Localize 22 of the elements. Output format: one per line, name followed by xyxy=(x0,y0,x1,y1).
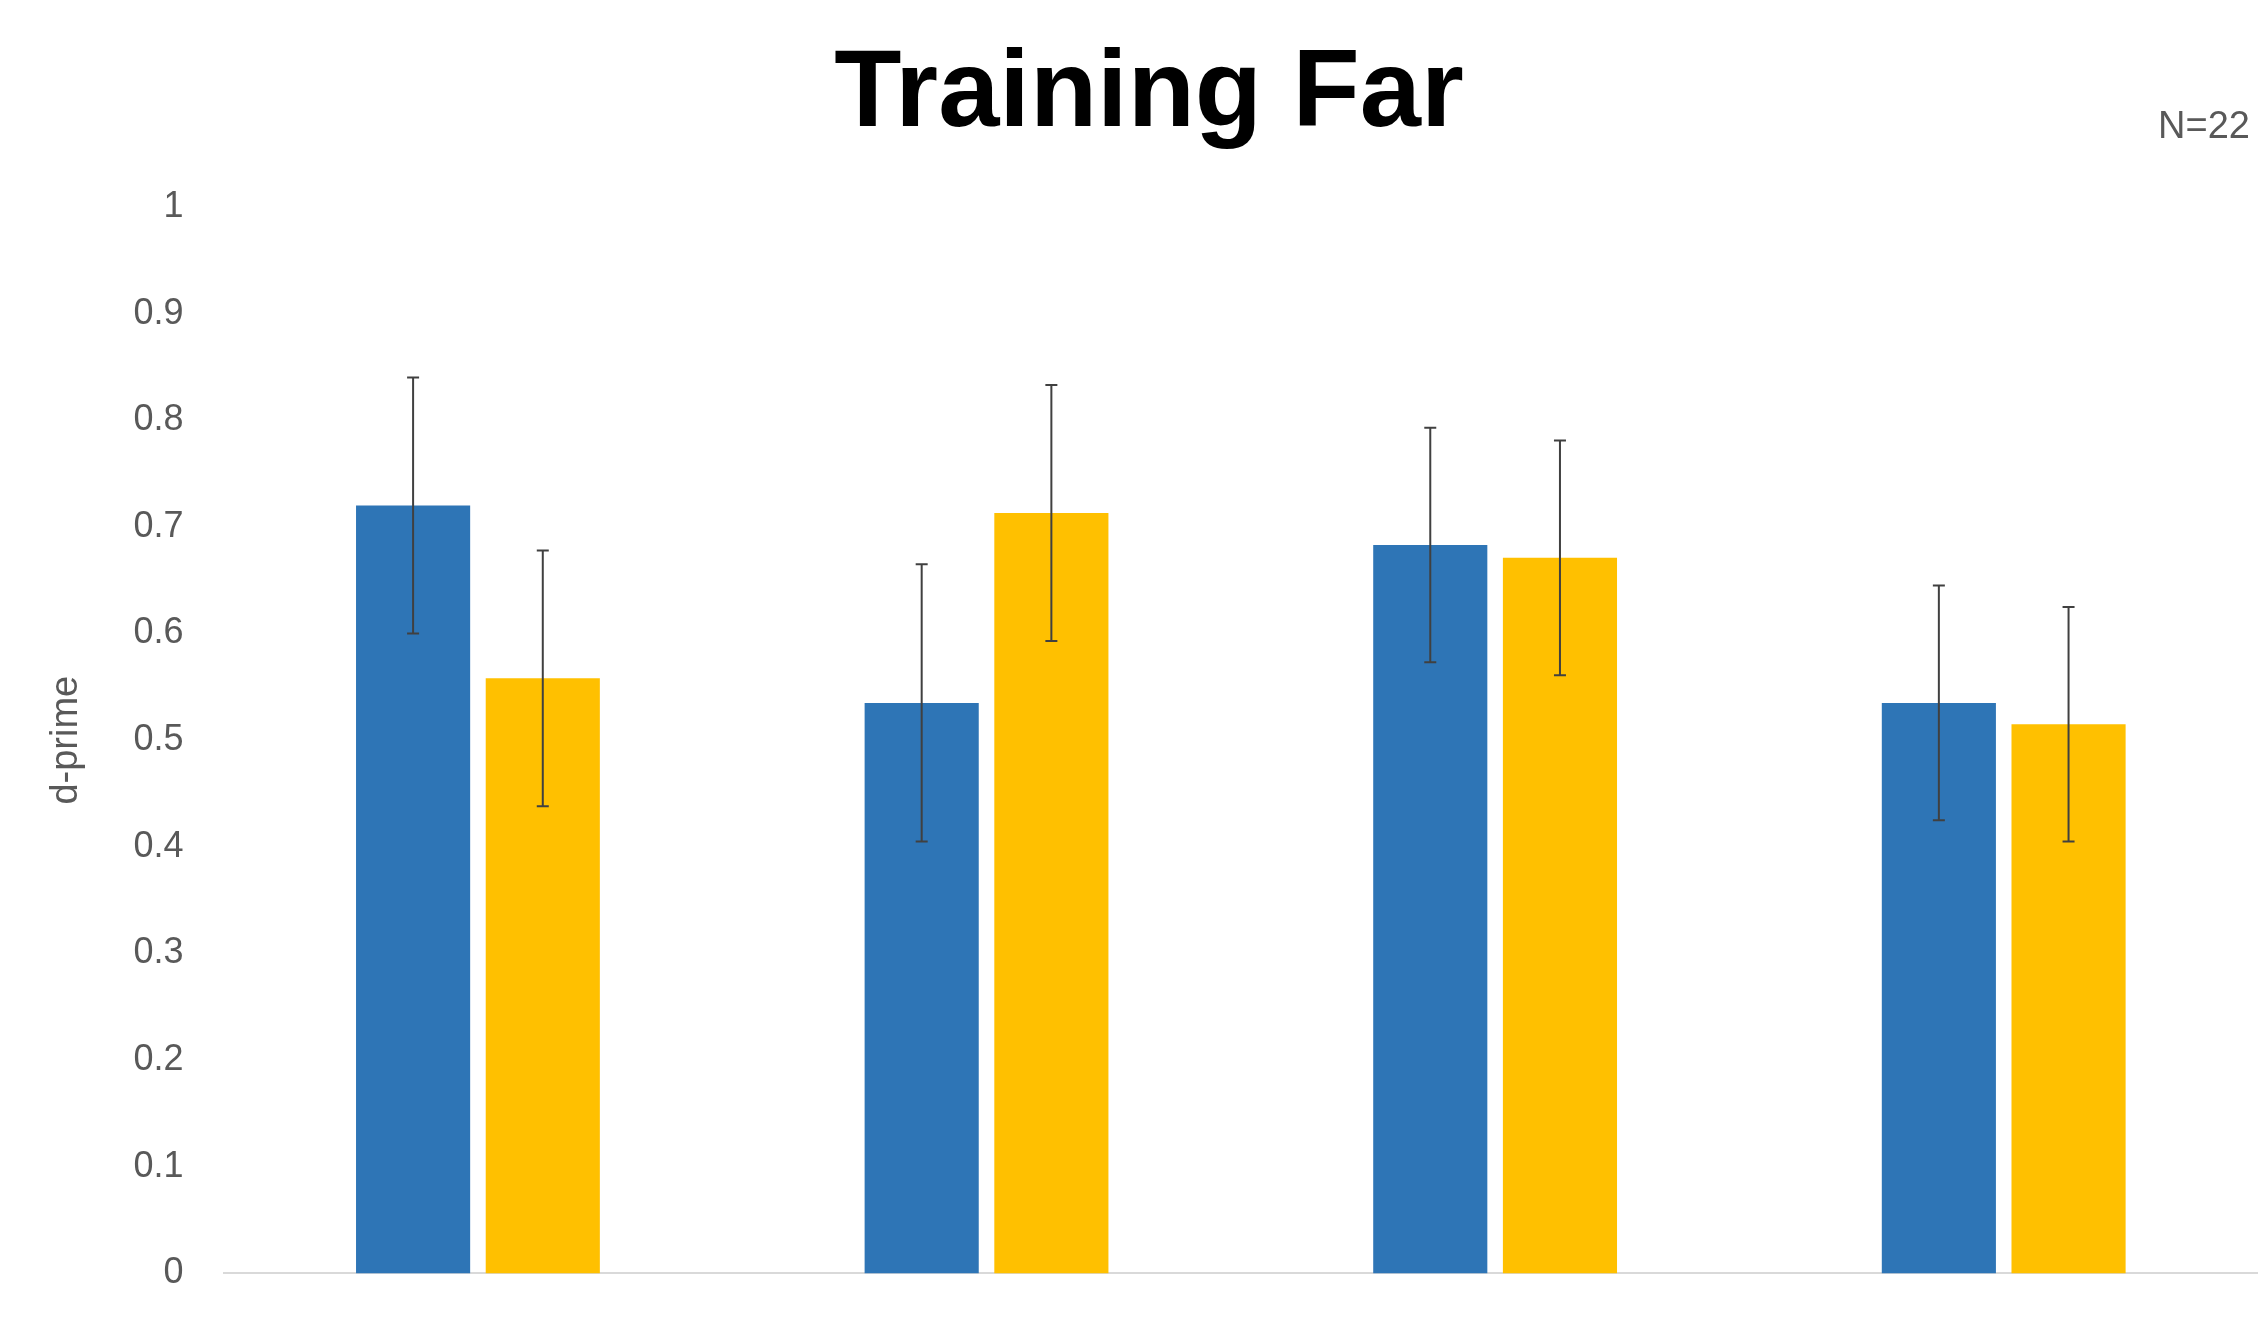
y-axis-title: d-prime xyxy=(43,675,86,805)
y-tick-label: 0.8 xyxy=(133,397,184,439)
y-tick-label: 0.7 xyxy=(133,503,184,545)
bar xyxy=(864,702,979,1274)
text: N=22 xyxy=(2158,104,2250,147)
bar xyxy=(1881,702,1996,1274)
y-tick-label: 0.2 xyxy=(133,1037,184,1079)
y-tick-label: 1 xyxy=(163,183,184,225)
y-tick-label: 0.4 xyxy=(133,823,184,865)
y-tick-label: 0.9 xyxy=(133,290,184,332)
bar xyxy=(2011,724,2126,1274)
bar xyxy=(485,678,600,1274)
y-tick-label: 0 xyxy=(163,1250,184,1292)
y-tick-label: 0.5 xyxy=(133,717,184,759)
bar xyxy=(356,505,471,1274)
y-tick-label: 0.3 xyxy=(133,930,184,972)
chart-title: Training Far xyxy=(834,26,1464,150)
y-tick-label: 0.6 xyxy=(133,610,184,652)
bar xyxy=(1502,557,1618,1274)
bar xyxy=(1373,545,1488,1274)
bar xyxy=(994,513,1109,1274)
y-tick-label: 0.1 xyxy=(133,1143,184,1185)
